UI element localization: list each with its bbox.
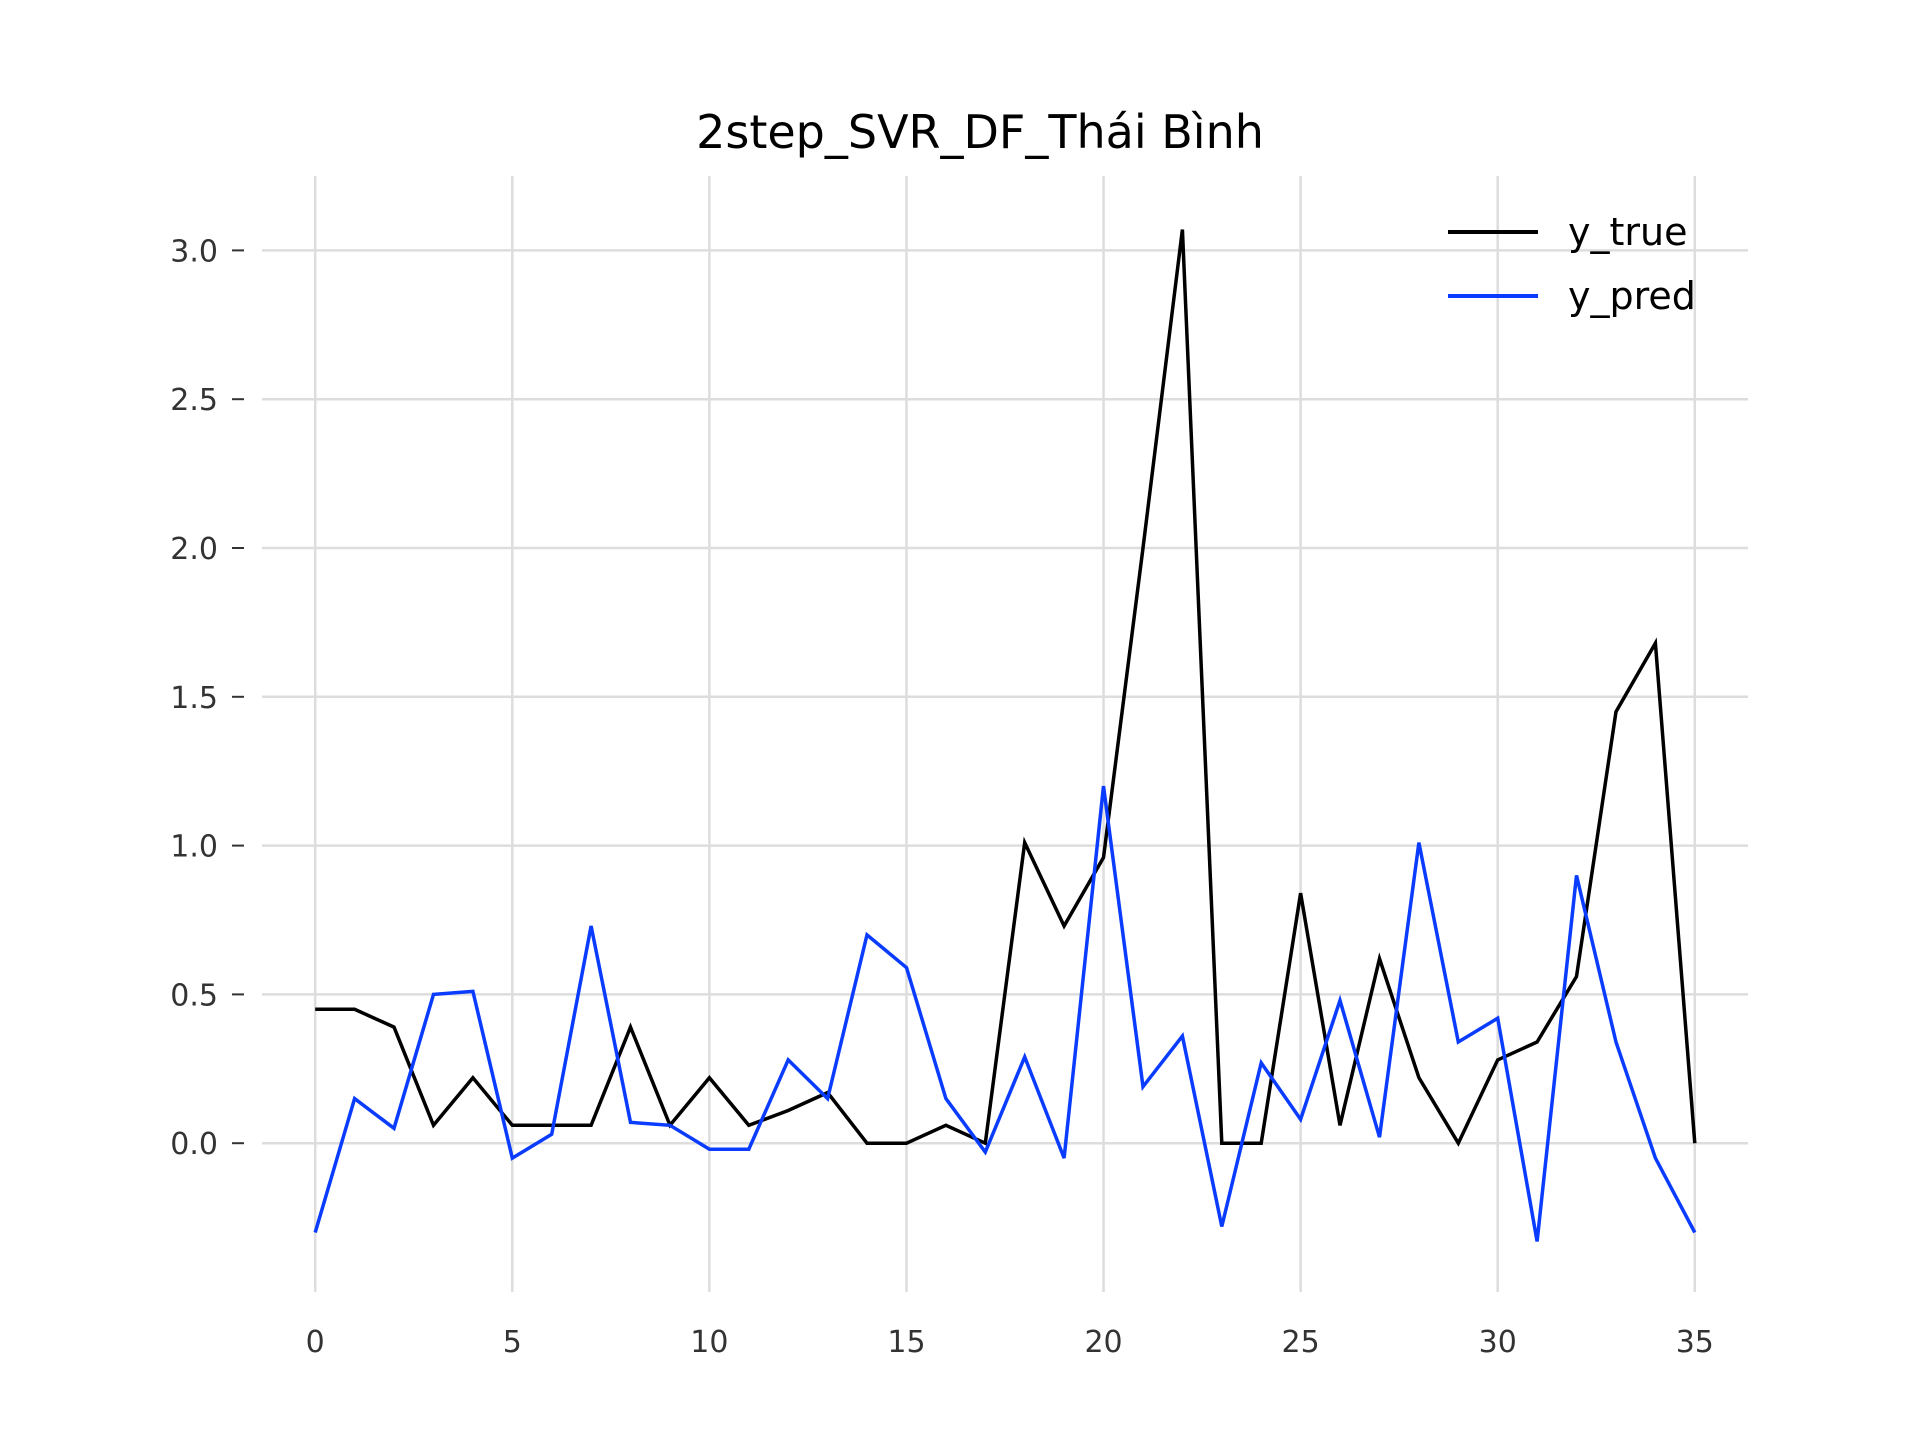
- x-tick-label: 10: [690, 1325, 728, 1360]
- x-tick-label: 20: [1084, 1325, 1122, 1360]
- x-tick-label: 5: [503, 1325, 522, 1360]
- legend-label-y-true: y_true: [1568, 210, 1687, 254]
- x-tick-label: 25: [1282, 1325, 1320, 1360]
- y-tick-label: 1.5: [170, 681, 218, 716]
- series-line-y-true: [315, 229, 1697, 1147]
- legend: y_true y_pred: [1448, 210, 1696, 318]
- x-tick-label: 15: [887, 1325, 925, 1360]
- series-line-y-pred: [313, 785, 1697, 1242]
- legend-label-y-pred: y_pred: [1568, 274, 1696, 318]
- y-tick-label: 0.0: [170, 1127, 218, 1162]
- x-axis-ticks: 0 5 10 15 20 25 30 35: [306, 1325, 1714, 1360]
- y-tick-label: 1.0: [170, 830, 218, 865]
- chart-title: 2step_SVR_DF_Thái Bình: [696, 105, 1264, 159]
- y-axis-ticks: 0.0 0.5 1.0 1.5 2.0 2.5 3.0: [170, 234, 244, 1162]
- y-tick-label: 0.5: [170, 978, 218, 1013]
- x-tick-label: 30: [1479, 1325, 1517, 1360]
- y-tick-label: 2.0: [170, 532, 218, 567]
- series-lines: [313, 229, 1697, 1242]
- y-tick-label: 2.5: [170, 383, 218, 418]
- x-tick-label: 35: [1676, 1325, 1714, 1360]
- x-tick-label: 0: [306, 1325, 325, 1360]
- grid: [262, 176, 1748, 1292]
- y-tick-label: 3.0: [170, 234, 218, 269]
